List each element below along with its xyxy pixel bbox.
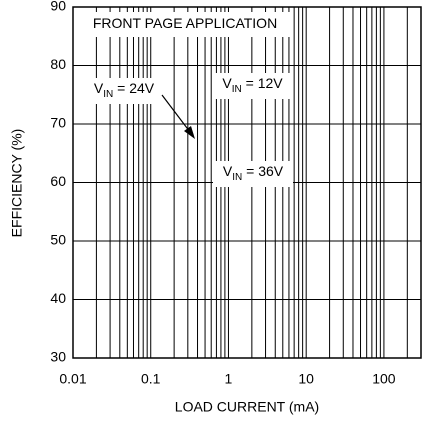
y-axis-label: EFFICIENCY (%) <box>9 129 25 238</box>
y-tick-label: 30 <box>50 349 66 365</box>
annotation-suffix: = 12V <box>242 75 284 91</box>
x-tick-label: 10 <box>298 371 314 387</box>
annotation-subscript: IN <box>232 84 242 95</box>
x-axis-label: LOAD CURRENT (mA) <box>175 399 319 415</box>
y-tick-label: 70 <box>50 115 66 131</box>
annotation-box <box>78 12 292 37</box>
y-tick-label: 50 <box>50 232 66 248</box>
x-tick-label: 0.01 <box>59 371 86 387</box>
annotation-suffix: = 36V <box>242 163 284 179</box>
annotation-prefix: V <box>222 75 232 91</box>
annotation-box <box>213 161 293 187</box>
arrow-line <box>161 94 191 133</box>
annotation-prefix: V <box>223 163 233 179</box>
y-tick-label: 60 <box>50 173 66 189</box>
annotation: VIN = 24V <box>94 80 155 100</box>
plot-frame <box>72 6 422 359</box>
y-tick-label: 80 <box>50 56 66 72</box>
x-tick-label: 1 <box>225 371 233 387</box>
arrow-head <box>184 126 195 139</box>
annotation: VIN = 12V <box>222 75 283 95</box>
annotation-box <box>213 73 292 99</box>
x-tick-label: 0.1 <box>141 371 161 387</box>
annotation-suffix: = 24V <box>113 80 155 96</box>
y-tick-label: 90 <box>50 0 66 14</box>
annotation: VIN = 36V <box>223 163 284 183</box>
annotation: FRONT PAGE APPLICATION <box>93 15 277 31</box>
x-tick-label: 100 <box>372 371 396 387</box>
annotation-subscript: IN <box>232 172 242 183</box>
y-tick-label: 40 <box>50 290 66 306</box>
annotation-prefix: V <box>94 80 104 96</box>
annotation-box <box>86 78 162 104</box>
annotation-subscript: IN <box>103 89 113 100</box>
